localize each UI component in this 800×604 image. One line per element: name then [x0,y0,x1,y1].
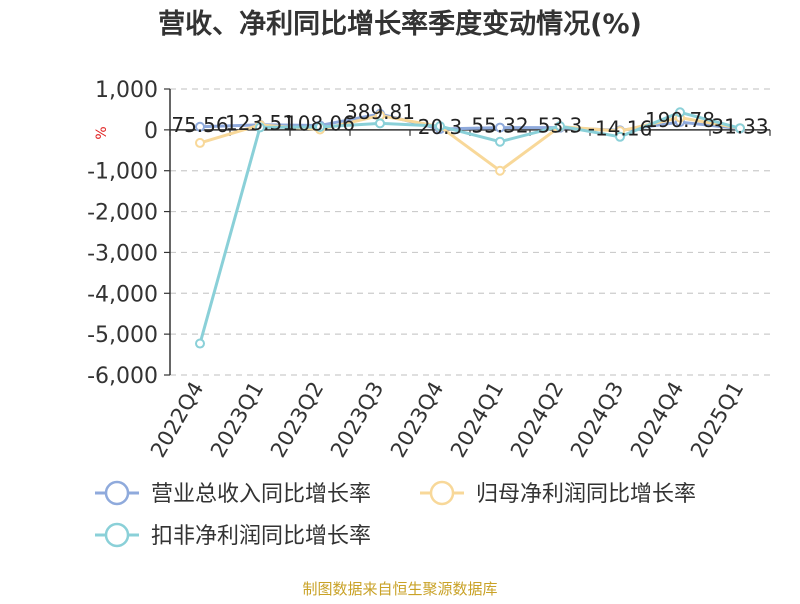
x-tick-label: 2024Q1 [446,378,508,462]
series-3-point[interactable] [195,338,205,349]
legend-swatch-marker [104,480,130,506]
series-1-point[interactable] [195,121,205,132]
data-label: -14.16 [588,116,652,140]
x-tick-label: 2025Q1 [686,378,748,462]
data-label: 389.81 [345,100,415,124]
data-label: 123.51 [225,111,295,135]
legend-label: 扣非净利润同比增长率 [151,524,371,549]
y-tick-label: -4,000 [87,282,158,307]
data-label: 31.33 [711,115,768,139]
series-3-point[interactable] [315,121,325,132]
x-tick-label: 2023Q2 [266,378,328,462]
grid-lines [170,88,770,376]
series-3-point[interactable] [435,121,445,132]
x-tick-label: 2024Q3 [566,378,628,462]
legend-label: 归母净利润同比增长率 [476,482,696,507]
x-tick-label: 2023Q1 [206,378,268,462]
legend-swatch-marker [429,480,455,506]
series-1-point[interactable] [495,122,505,133]
x-tick-label: 2024Q4 [626,378,688,462]
y-tick-label: -3,000 [87,241,158,266]
series-3-point[interactable] [555,121,565,132]
series-2-point[interactable] [495,165,505,176]
source-footer: 制图数据来自恒生聚源数据库 [302,580,498,598]
legend-label: 营业总收入同比增长率 [151,482,371,507]
series-line-3 [198,110,741,344]
legend-item-3[interactable]: 扣非净利润同比增长率 [95,522,371,549]
chart-title: 营收、净利同比增长率季度变动情况(%) [158,8,642,40]
x-tick-label: 2023Q4 [386,378,448,462]
series-3-point[interactable] [255,122,265,133]
data-label: 108.06 [285,111,355,135]
y-tick-label: 0 [144,119,158,144]
series-3-point[interactable] [495,136,505,147]
y-tick-label: 1,000 [95,78,158,103]
series-line-1 [199,112,741,132]
series-3-point[interactable] [375,118,385,129]
data-label: 190.78 [645,108,715,132]
y-axis-unit-label: % [94,126,110,139]
data-label: 53.3 [538,114,583,138]
series-3-point[interactable] [615,131,625,142]
x-tick-label: 2023Q3 [326,378,388,462]
y-tick-label: -1,000 [87,160,158,185]
series-2-point[interactable] [195,137,205,148]
series-3-point[interactable] [735,123,745,134]
legend-swatch-marker [104,522,130,548]
y-tick-label: -2,000 [87,201,158,226]
y-tick-label: -6,000 [87,364,158,389]
legend-item-1[interactable]: 营业总收入同比增长率 [95,480,371,507]
x-tick-label: 2022Q4 [146,378,208,462]
series-3-point[interactable] [675,107,685,118]
data-label: 20.3 [418,115,463,139]
x-tick-label: 2024Q2 [506,378,568,462]
y-tick-label: -5,000 [87,323,158,348]
series-lines [195,107,745,349]
data-label: 55.32 [471,114,528,138]
legend-item-2[interactable]: 归母净利润同比增长率 [420,480,696,507]
data-label: 75.56 [171,113,228,137]
